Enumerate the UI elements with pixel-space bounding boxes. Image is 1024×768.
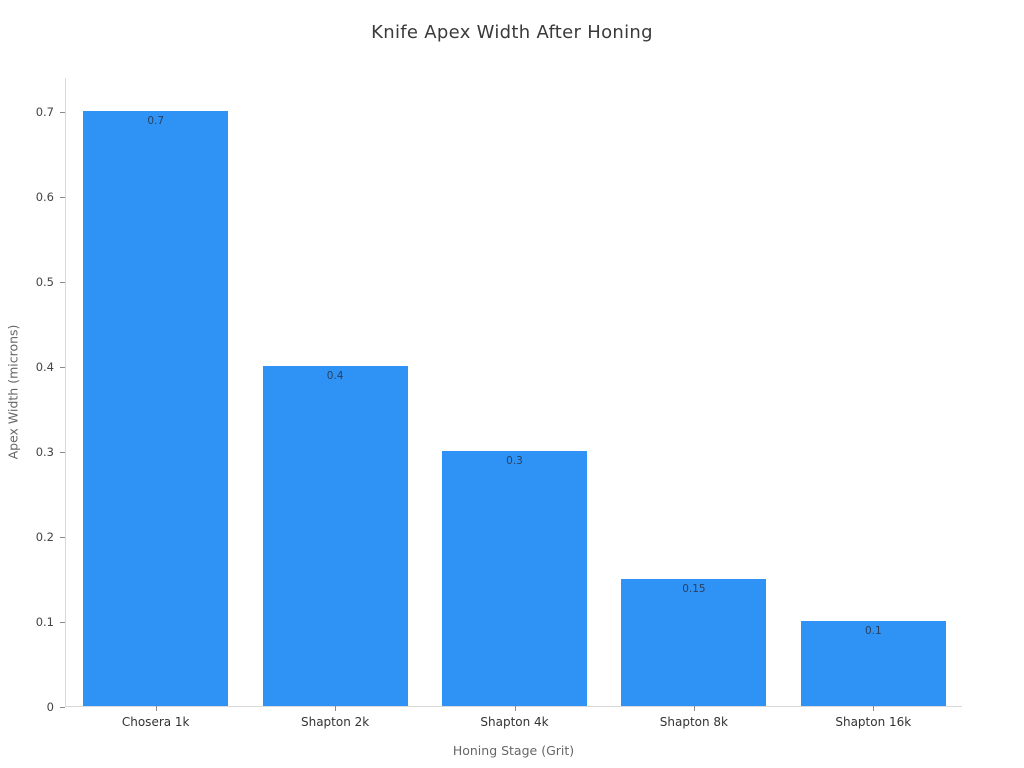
y-tick-label: 0.4 [35,360,54,374]
bar: 0.1 [800,621,946,706]
x-tick-label: Shapton 8k [659,715,729,729]
bar: 0.4 [262,366,408,706]
x-tick-mark [693,706,695,711]
y-tick-mark [60,452,65,453]
bar-value-label: 0.3 [506,455,523,467]
y-tick-label: 0.7 [35,105,54,119]
y-tick-label: 0 [46,700,54,714]
y-tick-mark [60,622,65,623]
x-tick-label: Chosera 1k [121,715,190,729]
y-tick-mark [60,197,65,198]
bar-value-label: 0.1 [864,625,882,637]
y-tick-label: 0.5 [35,275,54,289]
x-tick-mark [155,706,157,711]
chart-title: Knife Apex Width After Honing [371,22,653,43]
y-tick-label: 0.6 [35,190,54,204]
y-tick-mark [60,282,65,283]
x-tick-label: Shapton 2k [300,715,370,729]
x-tick-mark [335,706,337,711]
x-tick-mark [873,706,875,711]
bar-value-label: 0.15 [682,582,706,595]
y-tick-mark [60,537,65,538]
plot-area: 0 0.1 0.2 0.3 0.4 0.5 0.6 0.7 0.7 Chosera 1k 0.4 Sh… [36,78,962,729]
y-tick-label: 0.3 [35,445,54,459]
bar-value-label: 0.7 [147,115,165,127]
bar: 0.3 [442,451,587,706]
x-tick-label: Shapton 16k [835,715,912,729]
y-tick-label: 0.2 [35,530,54,544]
y-tick-mark [60,707,65,708]
bar: 0.7 [83,111,229,706]
bar: 0.15 [621,578,767,706]
x-axis-title: Honing Stage (Grit) [452,743,575,758]
y-tick-mark [60,112,65,113]
x-tick-mark [514,706,516,711]
y-axis-title: Apex Width (microns) [5,324,21,460]
y-tick-mark [60,367,65,368]
y-tick-label: 0.1 [35,615,54,629]
x-tick-label: Shapton 4k [480,715,549,729]
bar-value-label: 0.4 [326,370,344,382]
